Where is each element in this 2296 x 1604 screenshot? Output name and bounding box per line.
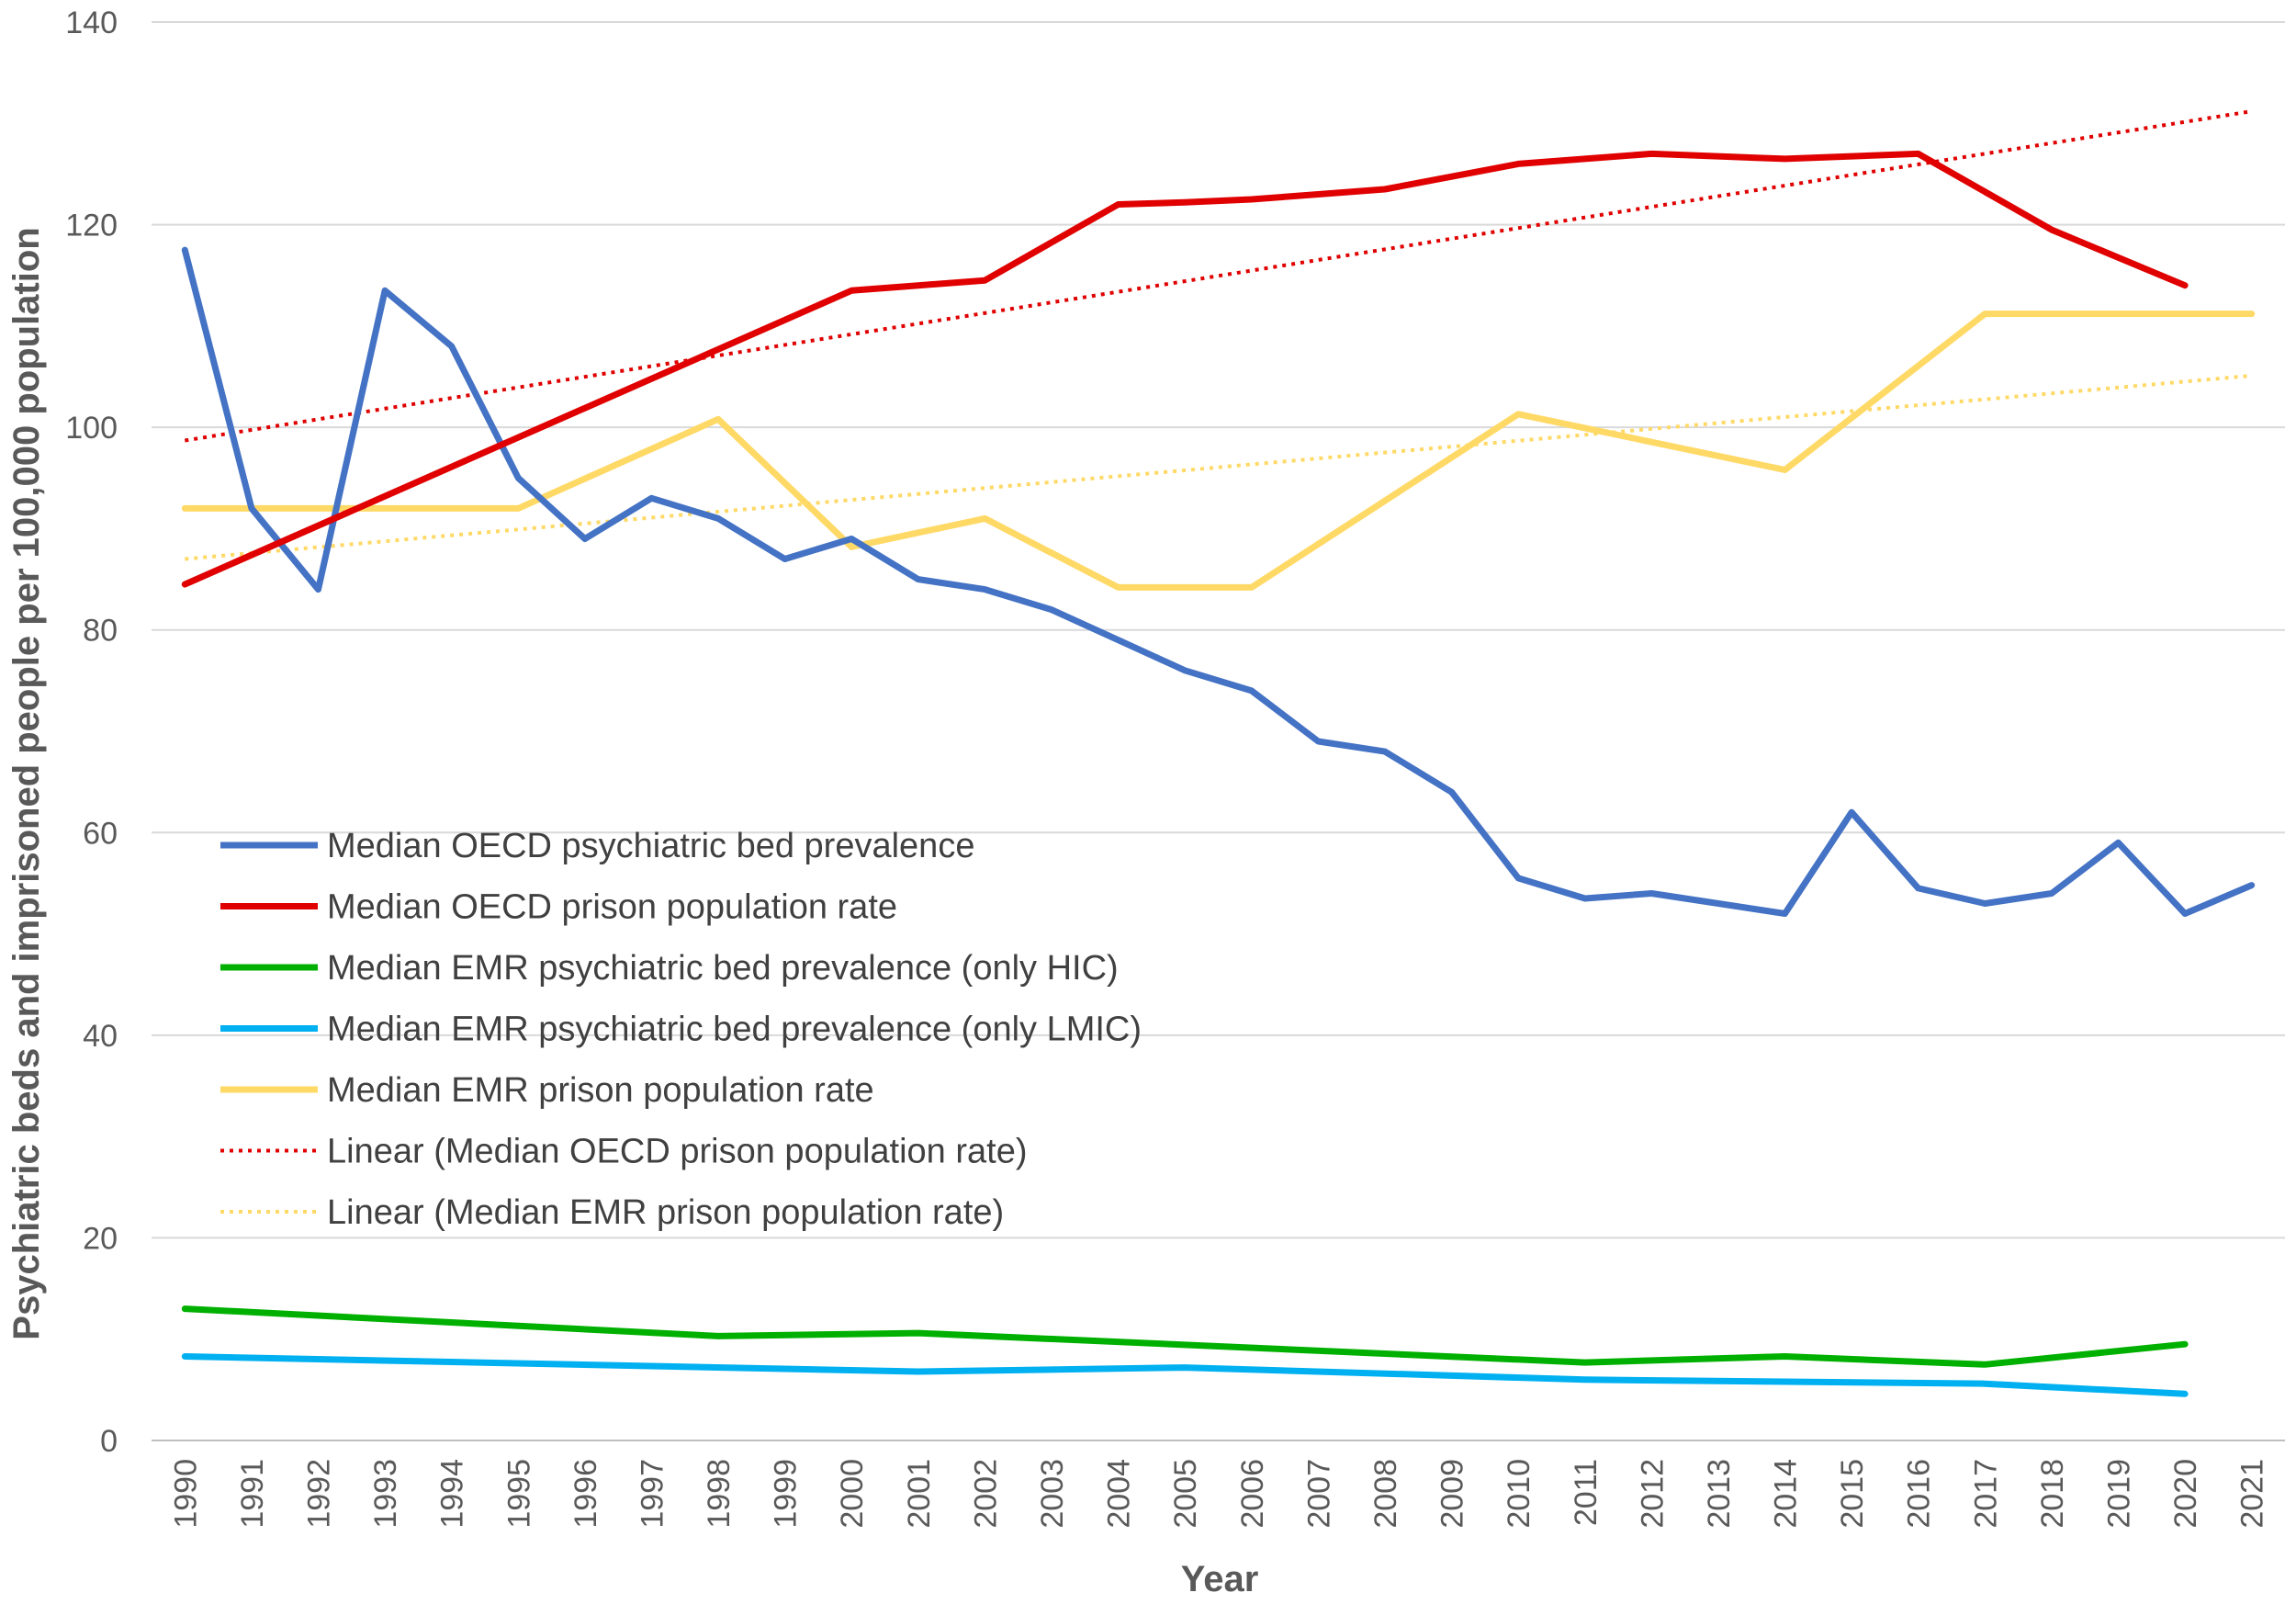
legend-label: Median EMR prison population rate [327, 1071, 874, 1110]
x-tick-label: 2011 [1569, 1459, 1604, 1526]
x-tick-label: 2021 [2235, 1459, 2270, 1529]
y-tick-label: 120 [65, 209, 118, 243]
x-tick-label: 1998 [702, 1459, 737, 1529]
x-tick-label: 1999 [769, 1459, 804, 1529]
x-tick-label: 1991 [235, 1459, 270, 1529]
x-tick-label: 2012 [1635, 1459, 1670, 1529]
x-tick-label: 1995 [501, 1459, 536, 1529]
x-tick-label: 2007 [1301, 1459, 1336, 1529]
x-tick-label: 2001 [902, 1459, 937, 1529]
series-line-median-emr-psychiatric-bed-prevalence-only-hic [181, 1305, 2189, 1368]
x-tick-label: 1994 [435, 1459, 470, 1529]
x-tick-label: 2004 [1102, 1459, 1137, 1529]
series-lines [181, 109, 2256, 1397]
x-tick-label: 2006 [1235, 1459, 1270, 1529]
y-tick-label: 60 [83, 816, 118, 851]
legend-label: Median EMR psychiatric bed prevalence (o… [327, 1011, 1142, 1049]
series-line-median-emr-prison-population-rate [181, 311, 2256, 591]
legend-label: Linear (Median OECD prison population ra… [327, 1133, 1028, 1171]
y-tick-label: 40 [83, 1019, 118, 1054]
x-tick-label: 2008 [1368, 1459, 1403, 1529]
x-tick-label: 2013 [1702, 1459, 1737, 1529]
x-tick-label: 2018 [2035, 1459, 2070, 1529]
x-tick-label: 2014 [1769, 1459, 1804, 1529]
series-line-median-oecd-psychiatric-bed-prevalence [181, 246, 2256, 917]
y-axis-title: Psychiatric beds and imprisoned people p… [6, 227, 47, 1339]
x-tick-label: 1990 [168, 1459, 203, 1529]
x-tick-label: 1997 [635, 1459, 670, 1529]
legend-label: Linear (Median EMR prison population rat… [327, 1193, 1004, 1232]
legend-label: Median OECD psychiatric bed prevalence [327, 827, 974, 865]
series-line-linear-median-emr-prison-population-rate [185, 373, 2252, 561]
x-tick-label: 2005 [1168, 1459, 1203, 1529]
x-tick-label: 2016 [1902, 1459, 1937, 1529]
x-tick-label: 2020 [2168, 1459, 2203, 1529]
y-tick-label: 140 [65, 6, 118, 40]
legend-label: Median OECD prison population rate [327, 888, 897, 927]
x-axis-ticks: 1990 1991 1992 1993 1994 1995 1996 1997 1998 1999… [168, 1459, 2269, 1529]
series-line-median-emr-psychiatric-bed-prevalence-only-lmic [181, 1353, 2189, 1397]
x-axis-title: Year [1181, 1559, 1259, 1599]
x-tick-label: 2017 [1968, 1459, 2003, 1529]
series-line-linear-median-oecd-prison-population-rate [184, 109, 2253, 443]
x-tick-label: 2009 [1435, 1459, 1470, 1529]
y-tick-label: 0 [100, 1424, 118, 1459]
y-axis-ticks: 0 20 40 60 80 100 120 140 [65, 6, 118, 1459]
series-line-median-oecd-prison-population-rate [181, 150, 2189, 588]
y-tick-label: 20 [83, 1221, 118, 1256]
x-tick-label: 2010 [1502, 1459, 1536, 1529]
legend: Median OECD psychiatric bed prevalence Me… [220, 827, 1142, 1232]
x-tick-label: 1996 [568, 1459, 603, 1529]
legend-label: Median EMR psychiatric bed prevalence (o… [327, 949, 1119, 988]
x-tick-label: 2015 [1835, 1459, 1870, 1529]
x-tick-label: 1992 [301, 1459, 336, 1529]
y-tick-label: 100 [65, 411, 118, 446]
x-tick-label: 1993 [368, 1459, 403, 1529]
gridlines [152, 21, 2285, 1441]
x-tick-label: 2000 [835, 1459, 870, 1529]
y-tick-label: 80 [83, 614, 118, 649]
x-tick-label: 2003 [1035, 1459, 1070, 1529]
x-tick-label: 2019 [2102, 1459, 2137, 1529]
x-tick-label: 2002 [968, 1459, 1003, 1529]
